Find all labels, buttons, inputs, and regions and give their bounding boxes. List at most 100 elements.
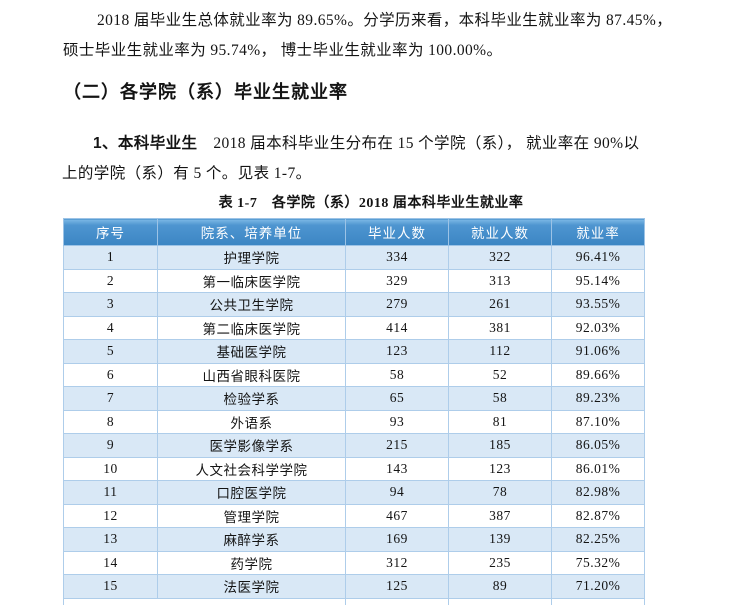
cell-graduates: 414	[345, 315, 449, 340]
table-row: 3 公共卫生学院 279 261 93.55%	[63, 292, 645, 317]
cell-department: 药学院	[157, 550, 346, 575]
cell-index: 1	[63, 245, 158, 270]
table-row: 5 基础医学院 123 112 91.06%	[63, 339, 645, 364]
cell-graduates: 94	[345, 480, 449, 505]
cell-index: 10	[63, 456, 158, 481]
cell-graduates: 125	[345, 574, 449, 599]
header-cell-graduates: 毕业人数	[345, 218, 449, 246]
cell-index: 2	[63, 268, 158, 293]
cell-rate: 82.87%	[551, 503, 645, 528]
subsection-line-1-rest: 2018 届本科毕业生分布在 15 个学院（系）， 就业率在 90%以	[197, 135, 640, 152]
cell-graduates: 123	[345, 339, 449, 364]
cell-rate: 93.55%	[551, 292, 645, 317]
cell-rate: 71.20%	[551, 574, 645, 599]
cell-graduates: 169	[345, 527, 449, 552]
table-row: 11 口腔医学院 94 78 82.98%	[63, 480, 645, 505]
total-row: 合计 3220 2816 87.45%	[63, 597, 645, 605]
cell-rate: 96.41%	[551, 245, 645, 270]
cell-rate: 89.23%	[551, 386, 645, 411]
cell-department: 山西省眼科医院	[157, 362, 346, 387]
cell-graduates: 58	[345, 362, 449, 387]
cell-employed: 112	[448, 339, 552, 364]
table-row: 6 山西省眼科医院 58 52 89.66%	[63, 362, 645, 387]
cell-employed: 185	[448, 433, 552, 458]
cell-graduates: 467	[345, 503, 449, 528]
header-cell-employed: 就业人数	[448, 218, 552, 246]
cell-graduates: 279	[345, 292, 449, 317]
cell-rate: 82.25%	[551, 527, 645, 552]
cell-rate: 91.06%	[551, 339, 645, 364]
table-header-row: 序号 院系、培养单位 毕业人数 就业人数 就业率	[63, 218, 645, 246]
total-graduates-cell: 3220	[345, 597, 449, 605]
table-row: 12 管理学院 467 387 82.87%	[63, 503, 645, 528]
cell-department: 护理学院	[157, 245, 346, 270]
cell-department: 口腔医学院	[157, 480, 346, 505]
cell-employed: 261	[448, 292, 552, 317]
table-row: 4 第二临床医学院 414 381 92.03%	[63, 315, 645, 340]
cell-department: 基础医学院	[157, 339, 346, 364]
cell-index: 13	[63, 527, 158, 552]
intro-paragraph-line-2: 硕士毕业生就业率为 95.74%， 博士毕业生就业率为 100.00%。	[63, 42, 503, 59]
cell-graduates: 312	[345, 550, 449, 575]
cell-employed: 139	[448, 527, 552, 552]
cell-rate: 75.32%	[551, 550, 645, 575]
cell-department: 麻醉学系	[157, 527, 346, 552]
table-row: 1 护理学院 334 322 96.41%	[63, 245, 645, 270]
cell-employed: 123	[448, 456, 552, 481]
cell-index: 12	[63, 503, 158, 528]
header-cell-department: 院系、培养单位	[157, 218, 346, 246]
cell-index: 9	[63, 433, 158, 458]
header-cell-index: 序号	[63, 218, 158, 246]
cell-index: 6	[63, 362, 158, 387]
cell-employed: 52	[448, 362, 552, 387]
cell-employed: 89	[448, 574, 552, 599]
header-cell-rate: 就业率	[551, 218, 645, 246]
table-caption: 表 1-7 各学院（系）2018 届本科毕业生就业率	[218, 196, 524, 211]
table-row: 10 人文社会科学学院 143 123 86.01%	[63, 456, 645, 481]
cell-index: 15	[63, 574, 158, 599]
cell-department: 第二临床医学院	[157, 315, 346, 340]
cell-rate: 92.03%	[551, 315, 645, 340]
table-body: 1 护理学院 334 322 96.41% 2 第一临床医学院 329 313 …	[63, 245, 645, 599]
cell-index: 3	[63, 292, 158, 317]
table-row: 7 检验学系 65 58 89.23%	[63, 386, 645, 411]
cell-index: 8	[63, 409, 158, 434]
cell-rate: 95.14%	[551, 268, 645, 293]
table-row: 8 外语系 93 81 87.10%	[63, 409, 645, 434]
cell-department: 管理学院	[157, 503, 346, 528]
intro-paragraph-line-1: 2018 届毕业生总体就业率为 89.65%。分学历来看，本科毕业生就业率为 8…	[97, 12, 673, 29]
cell-department: 外语系	[157, 409, 346, 434]
subsection-paragraph-line-1: 1、本科毕业生 2018 届本科毕业生分布在 15 个学院（系）， 就业率在 9…	[93, 131, 639, 153]
cell-graduates: 334	[345, 245, 449, 270]
total-rate-cell: 87.45%	[551, 597, 645, 605]
cell-employed: 58	[448, 386, 552, 411]
cell-rate: 86.01%	[551, 456, 645, 481]
cell-index: 4	[63, 315, 158, 340]
subsection-bold-lead: 1、本科毕业生	[93, 135, 198, 152]
cell-employed: 387	[448, 503, 552, 528]
subsection-paragraph-line-2: 上的学院（系）有 5 个。见表 1-7。	[62, 165, 312, 182]
cell-employed: 381	[448, 315, 552, 340]
cell-employed: 78	[448, 480, 552, 505]
cell-index: 5	[63, 339, 158, 364]
cell-employed: 313	[448, 268, 552, 293]
cell-department: 法医学院	[157, 574, 346, 599]
cell-graduates: 215	[345, 433, 449, 458]
cell-department: 人文社会科学学院	[157, 456, 346, 481]
cell-department: 第一临床医学院	[157, 268, 346, 293]
cell-rate: 87.10%	[551, 409, 645, 434]
table-row: 9 医学影像学系 215 185 86.05%	[63, 433, 645, 458]
cell-graduates: 93	[345, 409, 449, 434]
cell-graduates: 143	[345, 456, 449, 481]
cell-rate: 86.05%	[551, 433, 645, 458]
table-row: 14 药学院 312 235 75.32%	[63, 550, 645, 575]
cell-department: 公共卫生学院	[157, 292, 346, 317]
cell-employed: 81	[448, 409, 552, 434]
table-row: 15 法医学院 125 89 71.20%	[63, 574, 645, 599]
cell-employed: 235	[448, 550, 552, 575]
cell-employed: 322	[448, 245, 552, 270]
total-label-cell: 合计	[63, 597, 346, 605]
table-row: 13 麻醉学系 169 139 82.25%	[63, 527, 645, 552]
cell-index: 14	[63, 550, 158, 575]
cell-rate: 82.98%	[551, 480, 645, 505]
